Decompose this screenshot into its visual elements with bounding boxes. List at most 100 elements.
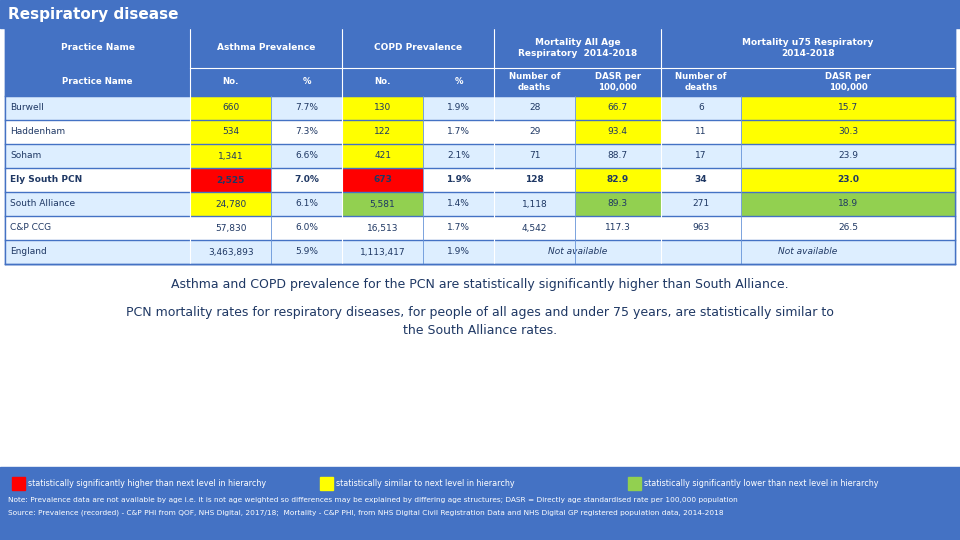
Bar [344,145,422,167]
Text: 1.9%: 1.9% [446,176,471,185]
Text: Note: Prevalence data are not available by age i.e. it is not age weighted so di: Note: Prevalence data are not available … [8,497,737,503]
Text: 1.9%: 1.9% [447,247,470,256]
Text: 66.7: 66.7 [608,104,628,112]
Text: Not available: Not available [779,247,837,256]
Bar [576,121,660,143]
Bar [344,121,422,143]
Text: 3,463,893: 3,463,893 [207,247,253,256]
Text: 57,830: 57,830 [215,224,247,233]
Text: 89.3: 89.3 [608,199,628,208]
Text: No.: No. [223,78,239,86]
Text: No.: No. [374,78,391,86]
Text: 82.9: 82.9 [607,176,629,185]
Bar [191,169,270,191]
Text: 1,113,417: 1,113,417 [360,247,405,256]
Text: 11: 11 [695,127,707,137]
Bar [6,29,189,67]
Text: 1.7%: 1.7% [447,224,470,233]
Bar [344,69,422,95]
Text: 26.5: 26.5 [838,224,858,233]
Bar [6,145,954,167]
Bar [344,29,493,67]
Bar [6,97,954,119]
Bar [6,193,954,215]
Bar [344,193,422,215]
Bar [6,217,954,239]
Bar [0,467,960,540]
Text: 6: 6 [698,104,704,112]
Text: 1,118: 1,118 [521,199,547,208]
Bar [6,69,189,95]
Bar [0,0,960,28]
Text: Haddenham: Haddenham [10,127,65,137]
Text: 963: 963 [692,224,709,233]
Bar [424,69,493,95]
Text: 2.1%: 2.1% [447,152,470,160]
Text: 5,581: 5,581 [370,199,396,208]
Text: statistically significantly lower than next level in hierarchy: statistically significantly lower than n… [644,478,878,488]
Bar [495,69,574,95]
Bar [191,193,270,215]
Text: 128: 128 [525,176,544,185]
Bar [12,477,25,490]
Text: 7.0%: 7.0% [294,176,319,185]
Text: 7.3%: 7.3% [295,127,318,137]
Text: 88.7: 88.7 [608,152,628,160]
Text: statistically significantly higher than next level in hierarchy: statistically significantly higher than … [28,478,266,488]
Text: Mortality All Age
Respiratory  2014-2018: Mortality All Age Respiratory 2014-2018 [517,38,637,58]
Bar [191,29,341,67]
Bar [191,97,270,119]
Text: 1.7%: 1.7% [447,127,470,137]
Bar [320,477,333,490]
Text: 2,525: 2,525 [216,176,245,185]
Text: 4,542: 4,542 [522,224,547,233]
Text: 660: 660 [222,104,239,112]
Text: 122: 122 [374,127,391,137]
Text: 23.9: 23.9 [838,152,858,160]
Bar [742,69,954,95]
Text: 6.1%: 6.1% [295,199,318,208]
Text: 534: 534 [222,127,239,137]
Text: 15.7: 15.7 [838,104,858,112]
Text: South Alliance: South Alliance [10,199,75,208]
Text: England: England [10,247,47,256]
Text: 34: 34 [695,176,708,185]
Text: 5.9%: 5.9% [295,247,318,256]
Text: Respiratory disease: Respiratory disease [8,6,179,22]
Text: 271: 271 [692,199,709,208]
Bar [344,169,422,191]
Text: Source: Prevalence (recorded) - C&P PHI from QOF, NHS Digital, 2017/18;  Mortali: Source: Prevalence (recorded) - C&P PHI … [8,509,724,516]
Bar [576,193,660,215]
Text: PCN mortality rates for respiratory diseases, for people of all ages and under 7: PCN mortality rates for respiratory dise… [126,306,834,337]
Text: 673: 673 [373,176,392,185]
Text: 1.4%: 1.4% [447,199,470,208]
Text: Ely South PCN: Ely South PCN [10,176,83,185]
Text: 16,513: 16,513 [367,224,398,233]
Bar [742,193,954,215]
Text: statistically similar to next level in hierarchy: statistically similar to next level in h… [336,478,515,488]
Text: 6.6%: 6.6% [295,152,318,160]
Text: %: % [454,78,463,86]
Bar [576,97,660,119]
Text: COPD Prevalence: COPD Prevalence [374,44,463,52]
Bar [191,145,270,167]
Bar [191,121,270,143]
Bar [5,28,955,264]
Text: 17: 17 [695,152,707,160]
Text: 6.0%: 6.0% [295,224,318,233]
Text: 30.3: 30.3 [838,127,858,137]
Bar [6,121,954,143]
Text: 29: 29 [529,127,540,137]
Text: Soham: Soham [10,152,41,160]
Text: 24,780: 24,780 [215,199,247,208]
Bar [272,69,341,95]
Text: %: % [302,78,311,86]
Text: DASR per
100,000: DASR per 100,000 [594,72,641,92]
Text: Number of
deaths: Number of deaths [509,72,561,92]
Text: 1.9%: 1.9% [447,104,470,112]
Bar [6,241,954,263]
Bar [742,121,954,143]
Bar [661,69,740,95]
Text: Mortality u75 Respiratory
2014-2018: Mortality u75 Respiratory 2014-2018 [742,38,874,58]
Bar [576,69,660,95]
